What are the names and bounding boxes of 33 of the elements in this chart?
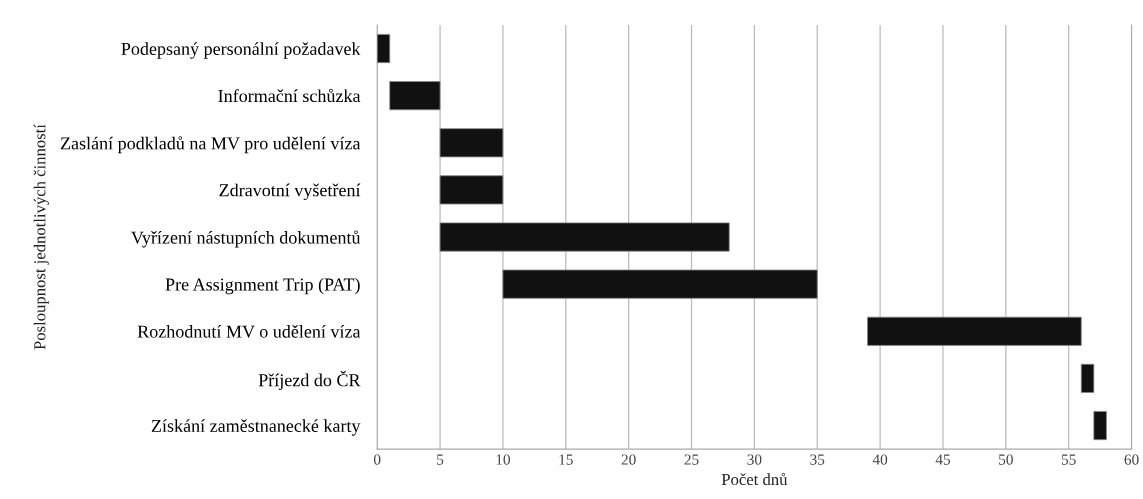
bar xyxy=(1093,410,1107,441)
y-tick-label: Pre Assignment Trip (PAT) xyxy=(165,277,360,295)
bar xyxy=(439,175,504,205)
bar xyxy=(502,269,818,299)
x-tick-label: 25 xyxy=(684,454,699,465)
x-tick-label: 30 xyxy=(747,454,762,465)
x-tick-label: 60 xyxy=(1124,454,1139,465)
bar xyxy=(439,222,730,252)
x-axis-title: Počet dnů xyxy=(721,472,788,486)
x-tick-label: 40 xyxy=(872,454,888,465)
bar xyxy=(439,128,504,158)
y-tick-label: Příjezd do ČR xyxy=(258,370,361,390)
x-tick-label: 10 xyxy=(496,454,510,465)
x-tick-label: 45 xyxy=(935,454,951,465)
bar xyxy=(1080,363,1095,393)
y-tick-label: Zdravotní vyšetření xyxy=(219,183,361,201)
y-tick-label: Zaslání podkladů na MV pro udělení víza xyxy=(60,136,361,154)
bar xyxy=(389,81,441,111)
x-tick-label: 15 xyxy=(559,454,573,465)
y-axis-title: Posloupnost jednotlivých činností xyxy=(33,124,49,350)
y-tick-label: Informační schůzka xyxy=(218,88,361,103)
bar xyxy=(867,316,1082,346)
y-tick-label: Rozhodnutí MV o udělení víza xyxy=(137,324,361,338)
x-tick-label: 20 xyxy=(621,454,636,465)
x-tick-label: 55 xyxy=(1061,454,1076,465)
y-tick-label: Získání zaměstnanecké karty xyxy=(151,419,361,436)
x-tick-label: 5 xyxy=(437,454,444,465)
y-tick-label: Podepsaný personální požadavek xyxy=(121,42,361,59)
bar xyxy=(377,33,391,64)
y-tick-label: Vyřízení nástupních dokumentů xyxy=(131,230,361,248)
x-tick-label: 35 xyxy=(810,454,825,465)
x-tick-label: 0 xyxy=(373,454,381,465)
x-tick-label: 50 xyxy=(999,454,1013,465)
